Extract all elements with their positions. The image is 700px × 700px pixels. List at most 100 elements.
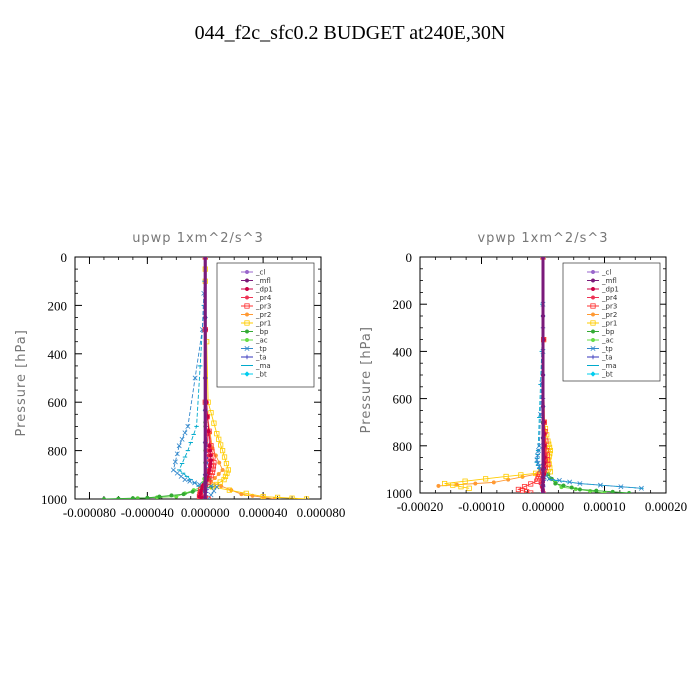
y-tick-label: 800 (393, 439, 413, 454)
legend-swatch-marker (244, 346, 250, 351)
y-tick-label: 1000 (386, 486, 412, 501)
series-bp-marker (190, 489, 195, 494)
y-tick-label: 1000 (41, 492, 67, 507)
series-pr1-marker (458, 484, 464, 490)
series-tp-marker (182, 430, 188, 436)
series-pr2-marker (436, 483, 441, 488)
series-tp-marker (178, 473, 184, 479)
legend-swatch-marker (590, 337, 596, 343)
legend-label: _ac (255, 337, 268, 345)
legend-label: _tp (255, 345, 267, 353)
legend: _cl_mfl_dp1_pr4_pr3_pr2_pr1_bp_ac_tp_ta_… (562, 262, 661, 382)
series-mfl-marker (540, 372, 546, 378)
x-tick-label: -0.00020 (397, 499, 444, 514)
series-bp-marker (145, 495, 150, 499)
legend-swatch-marker (244, 320, 250, 326)
series-tp-marker (211, 488, 217, 494)
legend-swatch-marker (244, 295, 250, 300)
series-pr1-marker (303, 496, 310, 499)
legend-swatch-marker (244, 286, 250, 292)
series-pr1-marker (466, 485, 472, 491)
series-pr1-marker (289, 495, 295, 499)
series-mfl-marker (203, 315, 208, 320)
legend-label: _cl (255, 269, 265, 277)
series-tp-marker (556, 477, 562, 483)
series-pr1-marker (546, 461, 552, 467)
series-pr2-marker (220, 467, 225, 473)
legend-swatch-marker (590, 269, 596, 275)
y-tick-label: 400 (48, 347, 68, 362)
series-pr1-marker (226, 487, 232, 493)
series-dp1-marker (206, 429, 211, 434)
series-pr1-marker (441, 480, 448, 487)
legend-label: _bt (255, 371, 267, 379)
series-tp-marker (638, 485, 644, 491)
legend-swatch-marker (244, 329, 250, 334)
legend-label: _ma (601, 362, 617, 370)
legend-box (562, 262, 661, 382)
legend-label: _pr1 (601, 320, 617, 328)
series-mfl-marker (540, 483, 546, 488)
legend-swatch-marker (590, 312, 596, 317)
series-pr1-marker (546, 444, 553, 450)
x-tick-label: 0.00010 (583, 499, 625, 514)
series-pr3-marker (528, 481, 534, 487)
legend-swatch-marker (590, 303, 596, 309)
y-tick-label: 200 (393, 297, 413, 312)
series-pr1-marker (482, 476, 489, 482)
series-mfl-marker (203, 496, 208, 499)
series-mfl-marker (203, 472, 208, 477)
series-pr2-marker (473, 481, 478, 486)
legend-swatch-marker (590, 320, 596, 326)
series-tp-marker (535, 452, 541, 458)
series-bp-marker (577, 487, 582, 492)
legend-label: _ta (601, 354, 613, 362)
series-mfl-marker (540, 475, 546, 480)
legend-label: _mfl (255, 277, 271, 285)
legend-label: _ta (255, 354, 267, 362)
y-tick-label: 400 (393, 344, 413, 359)
series-pr1-marker (547, 469, 553, 475)
upwp-panel: 0 200 400 600 800 1000-0.000080 -0.000040 0.000… (14, 231, 345, 520)
series-tp-marker (597, 482, 603, 488)
legend-label: _pr2 (601, 311, 617, 319)
series-pr1-marker (260, 493, 266, 499)
series-bp-marker (157, 494, 162, 499)
series-tp-marker (179, 436, 185, 442)
series-pr2-marker (217, 460, 222, 465)
y-tick-label: 800 (48, 444, 68, 459)
series-tp-marker (176, 443, 182, 449)
legend-label: _pr2 (255, 311, 271, 319)
series-pr1-marker (462, 478, 468, 484)
series-pr1-marker (222, 473, 229, 480)
series-pr1-marker (218, 442, 224, 448)
legend-label: _pr3 (255, 303, 271, 311)
y-tick-label: 0 (61, 250, 68, 265)
x-tick-label: -0.00010 (458, 499, 505, 514)
series-dp1-marker (208, 448, 213, 453)
series-tp-marker (534, 457, 540, 463)
series-dp1-marker (207, 443, 212, 448)
x-tick-label: -0.000040 (121, 505, 174, 520)
series-line-pr2 (438, 257, 547, 487)
series-tp-marker (192, 375, 198, 381)
legend-swatch-marker (590, 346, 596, 351)
series-pr1-marker (223, 460, 230, 467)
series-mfl-marker (203, 488, 208, 493)
legend-swatch-marker (244, 371, 250, 377)
series-pr1-marker (547, 451, 553, 457)
series-tp-marker (172, 459, 178, 465)
series-group (436, 257, 644, 493)
legend-label: _bt (601, 371, 613, 379)
legend-swatch-marker (590, 329, 596, 334)
x-tick-label: 0.000040 (239, 505, 288, 520)
legend-swatch-marker (244, 354, 250, 360)
series-pr1-marker (243, 490, 249, 496)
panel-title: upwp 1xm^2/s^3 (132, 231, 264, 246)
series-mfl-marker (203, 375, 208, 381)
legend-box (216, 262, 315, 388)
legend-label: _bp (255, 328, 269, 336)
y-tick-label: 600 (393, 392, 413, 407)
legend-label: _dp1 (255, 286, 273, 294)
